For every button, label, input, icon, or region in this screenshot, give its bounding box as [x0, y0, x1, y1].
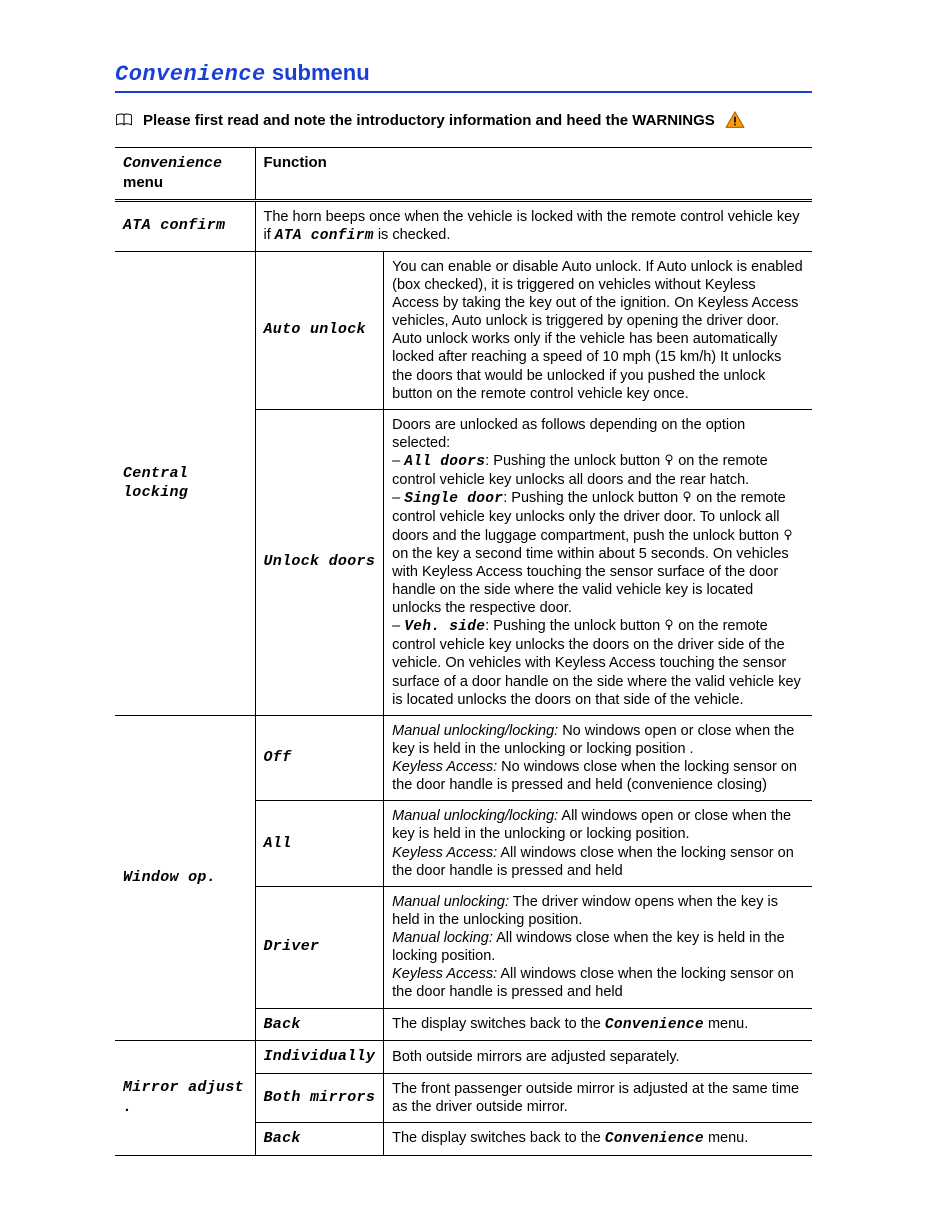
window-label: Window op. [123, 869, 216, 886]
unlock-intro: Doors are unlocked as follows depending … [392, 417, 745, 451]
heading-plain: submenu [266, 60, 370, 85]
unlock-doors-label: Unlock doors [264, 553, 376, 570]
window-back-text-cell: The display switches back to the Conveni… [384, 1008, 812, 1041]
window-label-cell: Window op. [115, 715, 255, 1041]
mirror-both-text-cell: The front passenger outside mirror is ad… [384, 1074, 812, 1123]
ata-text-cell: The horn beeps once when the vehicle is … [255, 200, 812, 251]
mirror-label: Mirror adjust . [123, 1079, 244, 1116]
mirror-ind-label-cell: Individually [255, 1041, 384, 1074]
window-all-text-cell: Manual unlocking/locking: All windows op… [384, 801, 812, 887]
row-mirror-ind: Mirror adjust . Individually Both outsid… [115, 1041, 812, 1074]
off-m-label: Manual unlocking/locking: [392, 723, 558, 739]
header-conv-label: Convenience [123, 155, 222, 172]
mirror-ind-text: Both outside mirrors are adjusted separa… [392, 1049, 679, 1065]
central-label-cell: Central locking [115, 251, 255, 715]
mirror-both-text: The front passenger outside mirror is ad… [392, 1081, 799, 1115]
unlock-doors-text-cell: Doors are unlocked as follows depending … [384, 409, 812, 715]
mirror-back-a: The display switches back to the [392, 1130, 605, 1146]
unlock-single-label: Single door [404, 491, 503, 507]
auto-unlock-text: You can enable or disable Auto unlock. I… [392, 259, 803, 402]
window-all-label: All [264, 835, 292, 852]
all-k-label: Keyless Access: [392, 845, 497, 861]
drv-ml-label: Manual locking: [392, 930, 493, 946]
window-drv-label-cell: Driver [255, 886, 384, 1008]
intro-text: Please first read and note the introduct… [143, 112, 715, 129]
header-menu-label: menu [123, 174, 163, 191]
ata-text-mono: ATA confirm [275, 228, 374, 244]
off-k-label: Keyless Access: [392, 759, 497, 775]
window-off-text-cell: Manual unlocking/locking: No windows ope… [384, 715, 812, 801]
mirror-back-text-cell: The display switches back to the Conveni… [384, 1123, 812, 1156]
row-ata-confirm: ATA confirm The horn beeps once when the… [115, 200, 812, 251]
header-col1: Convenience menu [115, 148, 255, 201]
window-off-label: Off [264, 749, 292, 766]
window-back-c: menu. [704, 1016, 748, 1032]
unlock-key-icon [664, 454, 674, 466]
mirror-back-b: Convenience [605, 1131, 704, 1147]
window-drv-label: Driver [264, 938, 320, 955]
window-all-label-cell: All [255, 801, 384, 887]
mirror-back-label: Back [264, 1130, 301, 1147]
window-back-label: Back [264, 1016, 301, 1033]
unlock-veh-label: Veh. side [404, 619, 485, 635]
section-heading: Convenience submenu [115, 60, 812, 93]
unlock-doors-label-cell: Unlock doors [255, 409, 384, 715]
auto-unlock-label-cell: Auto unlock [255, 251, 384, 409]
unlock-key-icon [664, 619, 674, 631]
drv-k-label: Keyless Access: [392, 966, 497, 982]
ata-text-c: is checked. [374, 227, 451, 243]
auto-unlock-label: Auto unlock [264, 321, 366, 338]
window-back-a: The display switches back to the [392, 1016, 605, 1032]
auto-unlock-text-cell: You can enable or disable Auto unlock. I… [384, 251, 812, 409]
central-label: Central locking [123, 465, 188, 502]
warning-icon [725, 111, 745, 129]
unlock-veh-a: : Pushing the unlock button [485, 618, 664, 634]
mirror-ind-text-cell: Both outside mirrors are adjusted separa… [384, 1041, 812, 1074]
window-off-label-cell: Off [255, 715, 384, 801]
window-back-b: Convenience [605, 1017, 704, 1033]
unlock-single-c: on the key a second time within about 5 … [392, 546, 789, 616]
drv-mu-label: Manual unlocking: [392, 894, 509, 910]
header-function-label: Function [264, 154, 327, 171]
row-auto-unlock: Central locking Auto unlock You can enab… [115, 251, 812, 409]
unlock-key-icon [783, 529, 793, 541]
document-page: Convenience submenu Please first read an… [0, 0, 927, 1216]
header-col2: Function [255, 148, 812, 201]
unlock-single-a: : Pushing the unlock button [503, 490, 682, 506]
window-drv-text-cell: Manual unlocking: The driver window open… [384, 886, 812, 1008]
convenience-table: Convenience menu Function ATA confirm Th… [115, 147, 812, 1156]
all-m-label: Manual unlocking/locking: [392, 808, 558, 824]
ata-label-cell: ATA confirm [115, 200, 255, 251]
table-header-row: Convenience menu Function [115, 148, 812, 201]
mirror-back-c: menu. [704, 1130, 748, 1146]
unlock-all-label: All doors [404, 454, 485, 470]
mirror-label-cell: Mirror adjust . [115, 1041, 255, 1156]
ata-label: ATA confirm [123, 217, 225, 234]
mirror-ind-label: Individually [264, 1048, 376, 1065]
mirror-back-label-cell: Back [255, 1123, 384, 1156]
book-icon [115, 113, 133, 127]
unlock-key-icon [682, 491, 692, 503]
intro-notice: Please first read and note the introduct… [115, 111, 812, 129]
mirror-both-label-cell: Both mirrors [255, 1074, 384, 1123]
row-window-off: Window op. Off Manual unlocking/locking:… [115, 715, 812, 801]
window-back-label-cell: Back [255, 1008, 384, 1041]
unlock-all-a: : Pushing the unlock button [485, 453, 664, 469]
mirror-both-label: Both mirrors [264, 1089, 376, 1106]
heading-mono: Convenience [115, 62, 266, 87]
